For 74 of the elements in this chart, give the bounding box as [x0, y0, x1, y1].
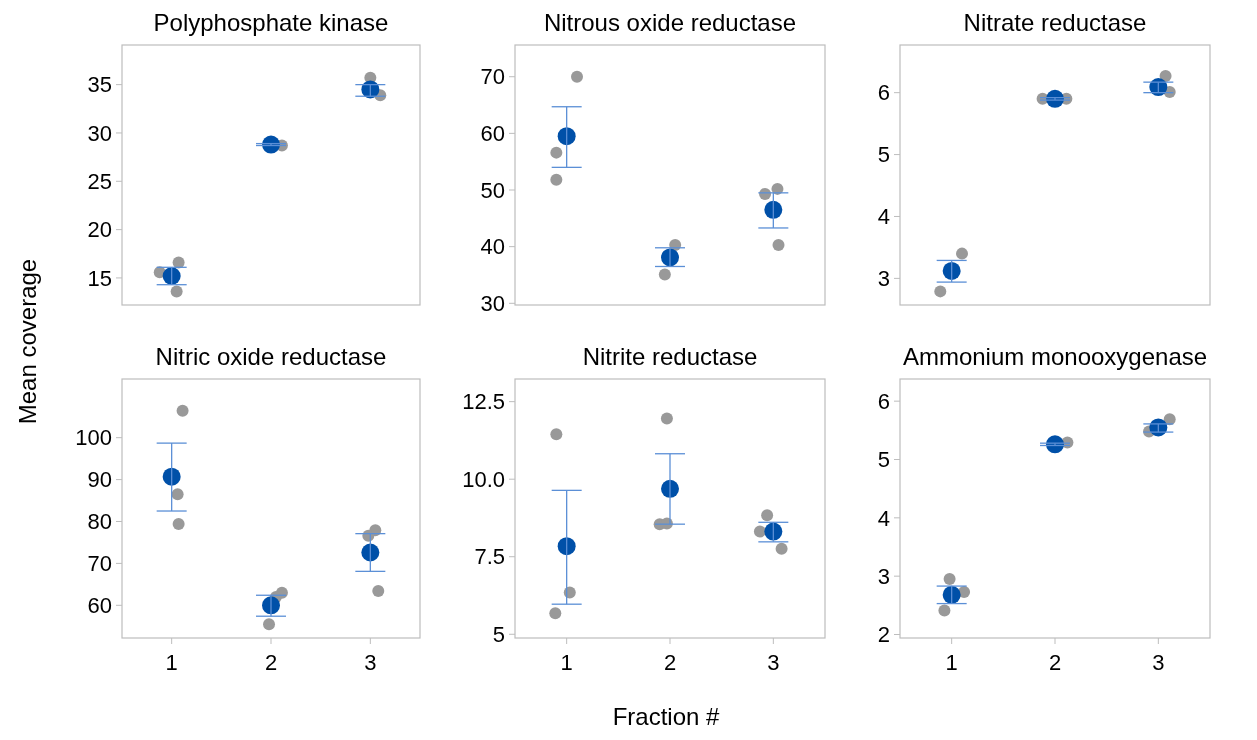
x-axis-title: Fraction #: [612, 703, 720, 730]
point: [172, 518, 185, 531]
chart-title: Nitrate reductase: [963, 9, 1147, 36]
y-tick-label: 3: [877, 266, 890, 292]
x-tick-label: 2: [264, 650, 278, 675]
point: [172, 256, 185, 269]
point: [162, 467, 181, 486]
y-tick-label: 5: [877, 447, 890, 473]
y-tick-label: 90: [87, 467, 112, 493]
y-tick-label: 2: [877, 622, 890, 648]
point: [550, 428, 563, 441]
point: [775, 542, 788, 555]
y-axis-title: Mean coverage: [14, 258, 41, 425]
point: [956, 247, 968, 260]
point: [943, 573, 956, 586]
x-tick-label: 2: [1048, 650, 1062, 675]
y-tick-label: 30: [87, 120, 112, 146]
point: [361, 543, 380, 562]
point: [557, 537, 576, 556]
y-tick-label: 40: [480, 234, 505, 260]
point: [772, 238, 785, 251]
point: [753, 525, 766, 538]
y-tick-label: 12.5: [462, 389, 505, 415]
point: [171, 488, 184, 501]
point: [658, 268, 671, 281]
point: [764, 522, 783, 541]
point: [550, 173, 563, 186]
point: [176, 404, 189, 417]
point: [938, 604, 951, 617]
y-tick-label: 50: [480, 177, 505, 203]
chart-title: Nitric oxide reductase: [155, 343, 387, 370]
y-tick-label: 70: [480, 64, 505, 90]
chart-title: Nitrite reductase: [582, 343, 758, 370]
point: [942, 261, 961, 280]
chart-title: Nitrous oxide reductase: [543, 9, 797, 36]
y-tick-label: 5: [492, 621, 505, 647]
y-tick-label: 6: [877, 80, 890, 106]
chart-title: Ammonium monooxygenase: [902, 343, 1208, 370]
y-tick-label: 80: [87, 509, 112, 535]
x-tick-label: 3: [1152, 650, 1165, 675]
point: [934, 285, 947, 298]
y-tick-label: 3: [877, 563, 890, 589]
y-tick-label: 30: [480, 291, 505, 316]
y-tick-label: 60: [87, 593, 112, 619]
y-tick-label: 10.0: [462, 466, 505, 492]
y-tick-label: 20: [87, 217, 112, 243]
y-tick-label: 4: [877, 204, 890, 230]
y-tick-label: 7.5: [474, 544, 505, 570]
chart-title: Polyphosphate kinase: [153, 9, 389, 36]
point: [550, 146, 563, 159]
point: [761, 509, 774, 522]
y-tick-label: 100: [75, 425, 112, 451]
y-tick-label: 6: [877, 388, 890, 414]
y-tick-label: 60: [480, 121, 505, 147]
point: [263, 618, 276, 631]
x-tick-label: 3: [364, 650, 377, 675]
x-tick-label: 3: [767, 650, 780, 675]
x-tick-label: 1: [560, 650, 573, 675]
point: [660, 412, 673, 425]
y-tick-label: 4: [877, 505, 890, 531]
point: [571, 70, 583, 83]
x-tick-label: 1: [165, 650, 178, 675]
x-tick-label: 1: [945, 650, 958, 675]
y-tick-label: 70: [87, 551, 112, 577]
y-tick-label: 15: [87, 265, 112, 291]
point: [764, 200, 783, 219]
point: [557, 127, 576, 146]
point: [372, 585, 385, 598]
point: [170, 285, 183, 298]
point: [549, 607, 562, 620]
x-tick-label: 2: [663, 650, 677, 675]
y-tick-label: 25: [87, 168, 112, 194]
y-tick-label: 35: [87, 72, 112, 98]
y-tick-label: 5: [877, 142, 890, 168]
